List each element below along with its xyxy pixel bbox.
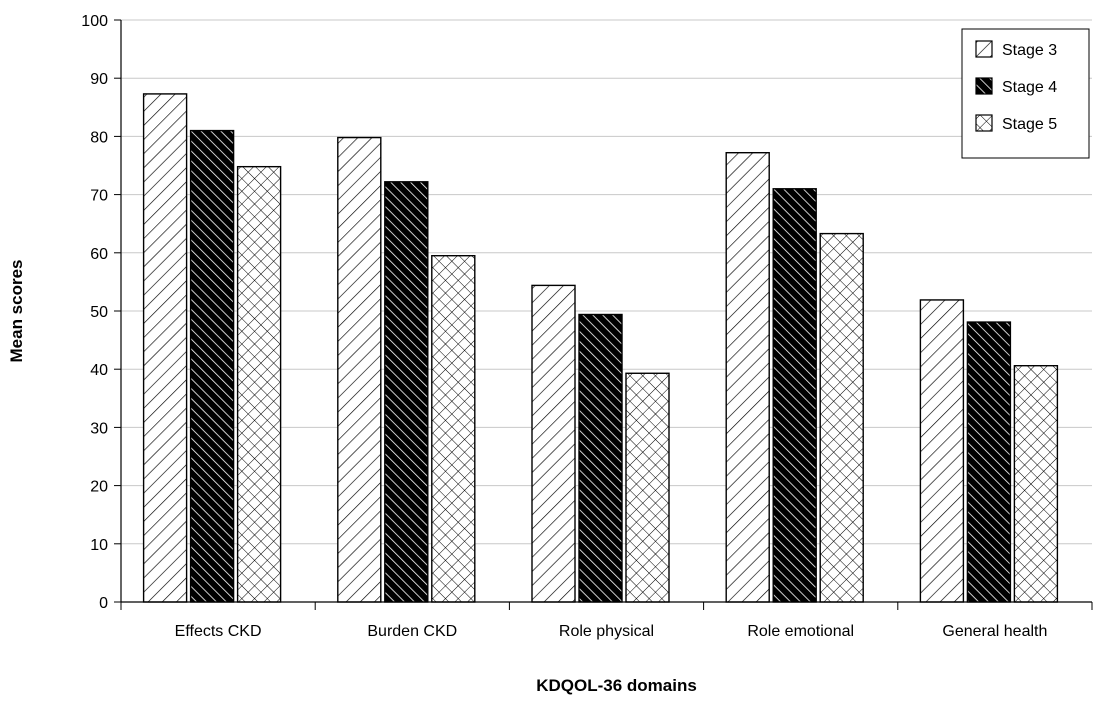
bar-stage-3 bbox=[142, 93, 188, 603]
y-tick-label: 40 bbox=[90, 362, 108, 379]
labels: Mean scores KDQOL-36 domains bbox=[7, 260, 697, 696]
bar-stage-5 bbox=[819, 232, 864, 603]
y-tick-label: 100 bbox=[81, 13, 108, 30]
y-tick-label: 50 bbox=[90, 304, 108, 321]
y-tick-label: 60 bbox=[90, 246, 108, 263]
bar-stage-5 bbox=[431, 255, 476, 603]
legend-label: Stage 5 bbox=[1002, 116, 1057, 133]
x-tick-label: Effects CKD bbox=[175, 623, 262, 640]
y-tick-label: 90 bbox=[90, 71, 108, 88]
y-tick-label: 30 bbox=[90, 420, 108, 437]
bar-stage-3 bbox=[725, 151, 770, 603]
bar-stage-4 bbox=[189, 129, 235, 603]
bar-stage-3 bbox=[337, 136, 382, 603]
bar-stage-4 bbox=[966, 321, 1012, 603]
legend-swatch bbox=[975, 40, 993, 58]
bar-stage-5 bbox=[1013, 365, 1059, 603]
bar-stage-3 bbox=[919, 299, 965, 603]
legend-swatch bbox=[975, 114, 993, 132]
y-axis-label: Mean scores bbox=[7, 260, 26, 363]
y-tick-label: 10 bbox=[90, 537, 108, 554]
y-tick-label: 70 bbox=[90, 188, 108, 205]
x-tick-label: Burden CKD bbox=[367, 623, 457, 640]
bar-stage-4 bbox=[772, 188, 817, 603]
y-tick-label: 20 bbox=[90, 479, 108, 496]
gridlines bbox=[121, 19, 1092, 545]
bar-stage-5 bbox=[625, 372, 670, 603]
x-tick-label: Role emotional bbox=[747, 623, 854, 640]
bar-stage-4 bbox=[384, 181, 429, 603]
bar-stage-5 bbox=[236, 165, 282, 603]
bar-stage-3 bbox=[531, 284, 576, 603]
bars bbox=[142, 93, 1059, 603]
x-tick-label: Role physical bbox=[559, 623, 654, 640]
x-axis-label: KDQOL-36 domains bbox=[536, 676, 697, 695]
y-tick-label: 80 bbox=[90, 129, 108, 146]
legend-swatch bbox=[975, 77, 993, 95]
y-tick-label: 0 bbox=[99, 595, 108, 612]
legend-label: Stage 4 bbox=[1002, 79, 1057, 96]
axes: 0 10 20 30 40 50 60 70 80 90 100 Effects CKD Burden … bbox=[81, 13, 1093, 640]
bar-stage-4 bbox=[578, 313, 623, 603]
legend: Stage 3 Stage 4 Stage 5 bbox=[961, 28, 1090, 159]
x-tick-label: General health bbox=[942, 623, 1047, 640]
legend-label: Stage 3 bbox=[1002, 42, 1057, 59]
